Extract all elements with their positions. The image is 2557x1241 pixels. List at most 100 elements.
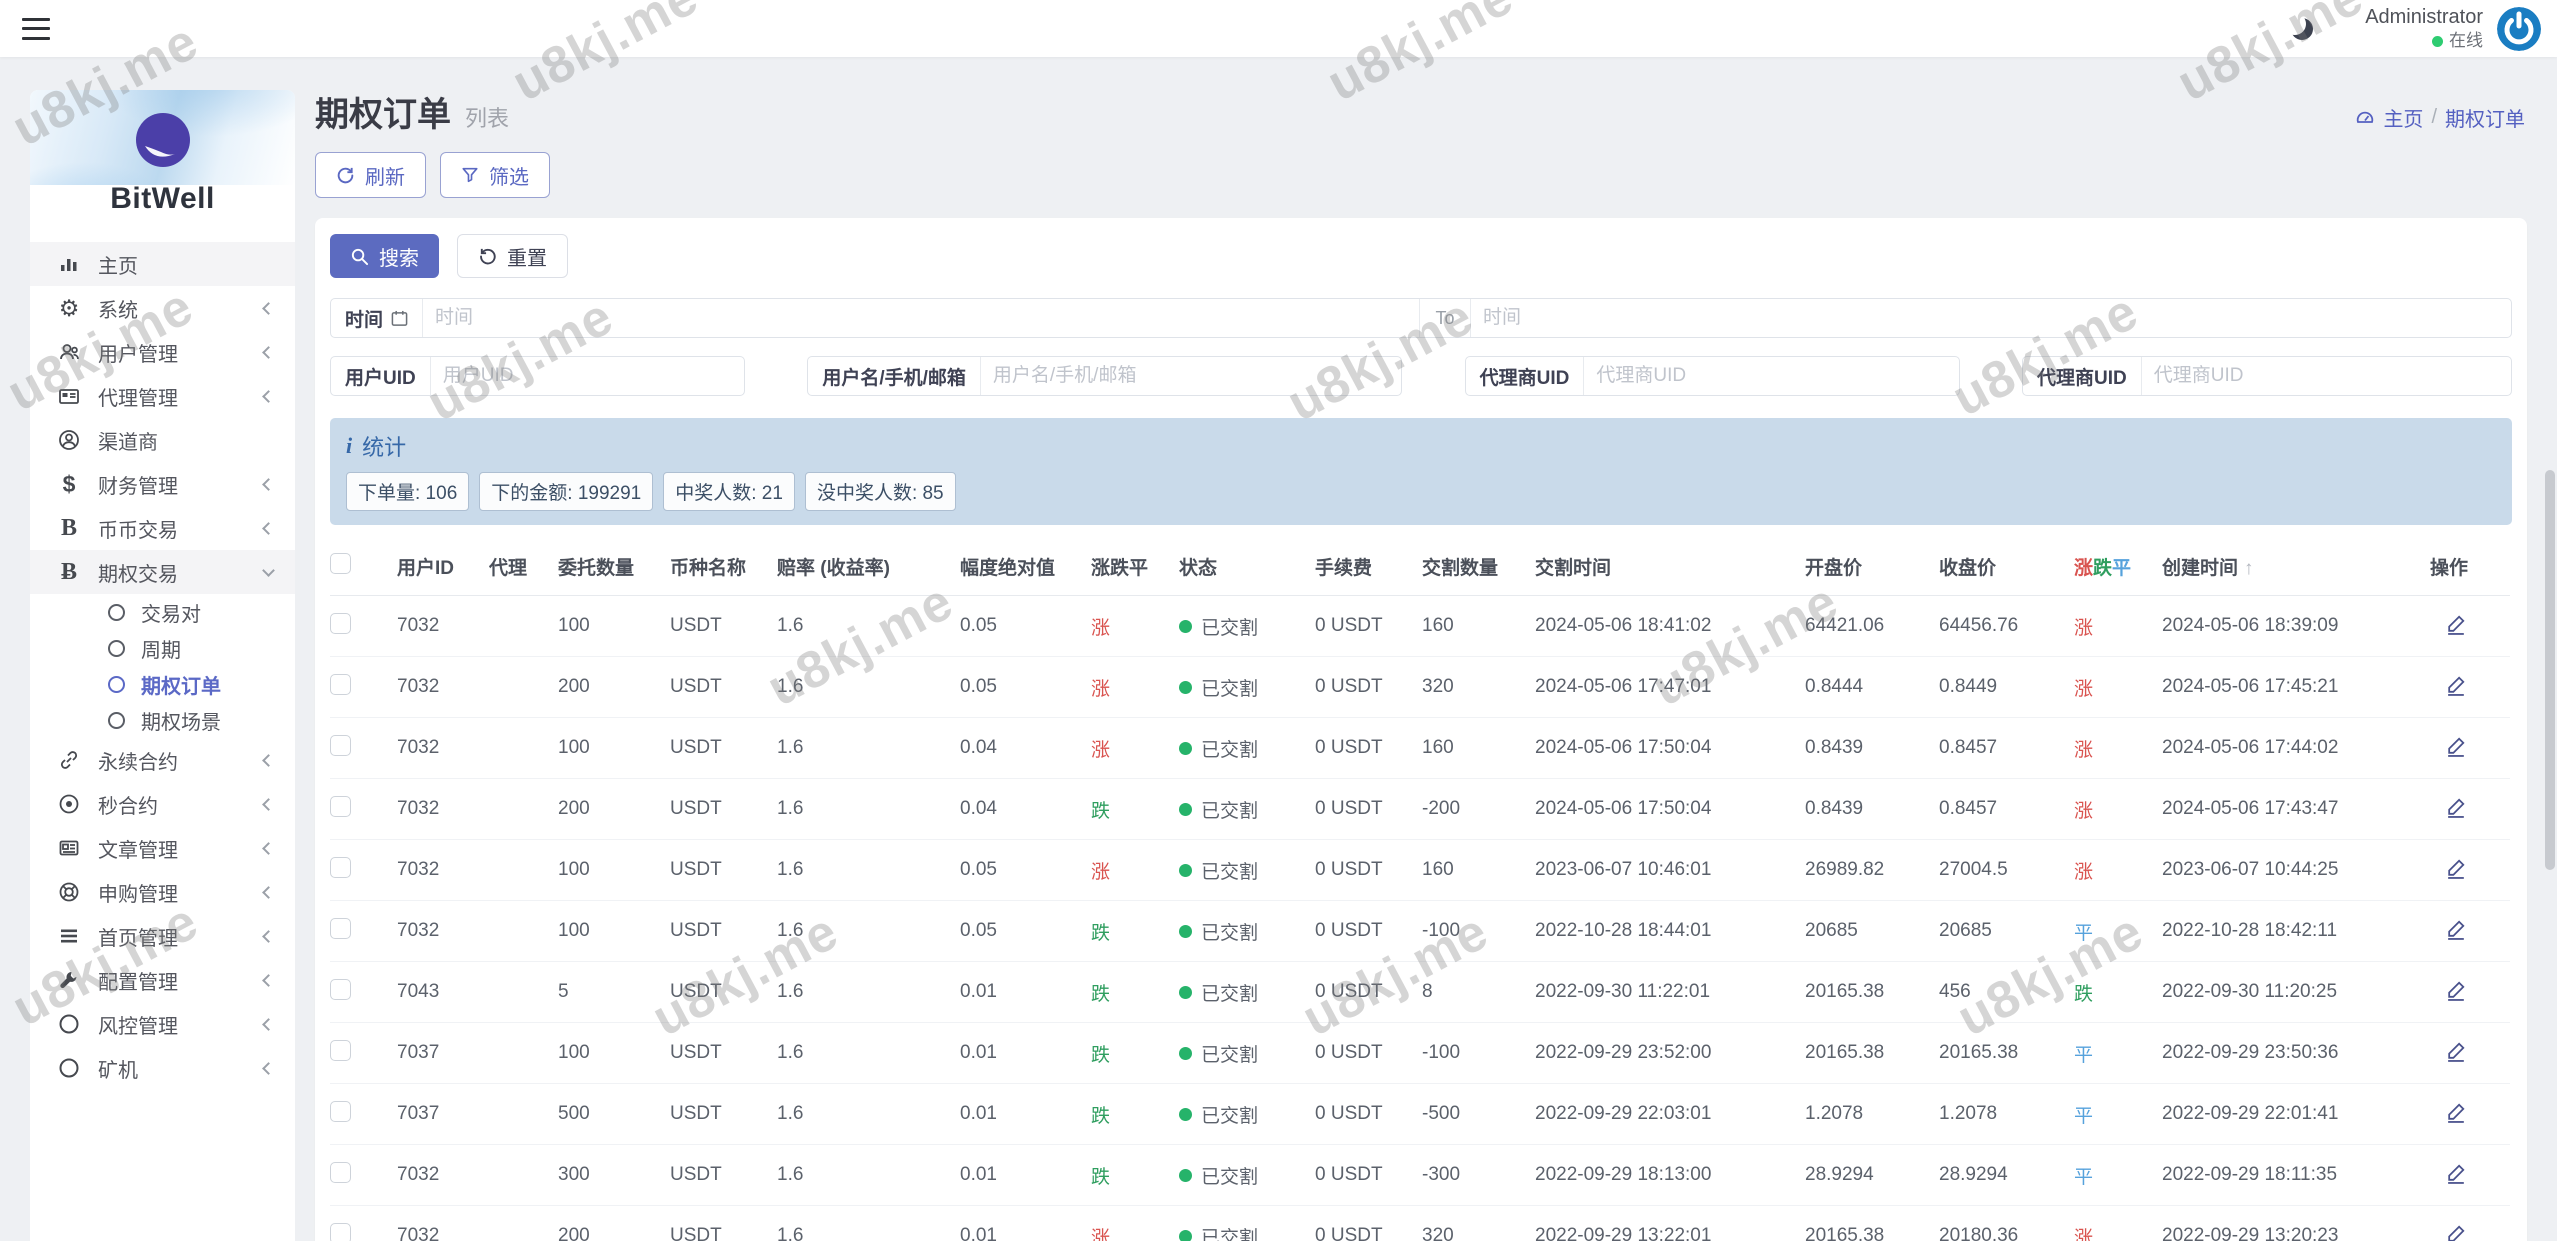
row-checkbox[interactable] bbox=[330, 735, 351, 756]
sidebar-item-期权交易[interactable]: Ƀ期权交易 bbox=[30, 550, 295, 594]
status-text: 已交割 bbox=[1201, 1162, 1258, 1189]
chevron-left-icon bbox=[262, 974, 275, 987]
row-checkbox[interactable] bbox=[330, 1162, 351, 1183]
cell-user-id: 7037 bbox=[397, 1084, 489, 1145]
cell-checkbox bbox=[330, 596, 397, 657]
avatar[interactable] bbox=[2497, 7, 2541, 51]
cell-fee: 0 USDT bbox=[1315, 718, 1422, 779]
user-menu[interactable]: Administrator 在线 bbox=[2365, 5, 2483, 51]
row-checkbox[interactable] bbox=[330, 1040, 351, 1061]
user-status: 在线 bbox=[2365, 30, 2483, 51]
breadcrumb-current[interactable]: 期权订单 bbox=[2445, 103, 2525, 132]
scrollbar-thumb[interactable] bbox=[2545, 470, 2555, 870]
sidebar-item-主页[interactable]: 主页 bbox=[30, 242, 295, 286]
cell-fee: 0 USDT bbox=[1315, 1023, 1422, 1084]
edit-icon[interactable] bbox=[2445, 1222, 2468, 1241]
sidebar-item-渠道商[interactable]: 渠道商 bbox=[30, 418, 295, 462]
edit-icon[interactable] bbox=[2445, 734, 2468, 763]
edit-icon[interactable] bbox=[2445, 1161, 2468, 1190]
search-icon bbox=[350, 247, 369, 266]
cell-status: 已交割 bbox=[1179, 596, 1315, 657]
cell-direction: 涨 bbox=[1091, 1206, 1179, 1241]
user-uid-label: 用户UID bbox=[331, 357, 431, 395]
cell-fee: 0 USDT bbox=[1315, 901, 1422, 962]
row-checkbox[interactable] bbox=[330, 857, 351, 878]
sidebar-item-秒合约[interactable]: 秒合约 bbox=[30, 782, 295, 826]
column-header-创建时间-14[interactable]: 创建时间↑ bbox=[2162, 539, 2428, 596]
time-from-input[interactable] bbox=[423, 299, 1419, 337]
submenu-item-周期[interactable]: 周期 bbox=[30, 630, 295, 666]
cell-result: 涨 bbox=[2074, 657, 2162, 718]
cell-result: 涨 bbox=[2074, 840, 2162, 901]
row-checkbox[interactable] bbox=[330, 1223, 351, 1241]
filter-button[interactable]: 筛选 bbox=[440, 152, 550, 198]
edit-icon[interactable] bbox=[2445, 917, 2468, 946]
sidebar-item-label: 秒合约 bbox=[98, 790, 158, 819]
row-checkbox[interactable] bbox=[330, 918, 351, 939]
cell-result: 涨 bbox=[2074, 596, 2162, 657]
cell-direction: 涨 bbox=[1091, 840, 1179, 901]
sidebar-item-系统[interactable]: ⚙系统 bbox=[30, 286, 295, 330]
edit-icon[interactable] bbox=[2445, 856, 2468, 885]
user-account-input[interactable] bbox=[981, 357, 1401, 395]
sidebar-item-代理管理[interactable]: 代理管理 bbox=[30, 374, 295, 418]
sidebar-item-币币交易[interactable]: B币币交易 bbox=[30, 506, 295, 550]
edit-icon[interactable] bbox=[2445, 1100, 2468, 1129]
cell-close-price: 64456.76 bbox=[1939, 596, 2074, 657]
agent-uid-input-2[interactable] bbox=[2142, 357, 2511, 395]
edit-icon[interactable] bbox=[2445, 978, 2468, 1007]
sidebar-item-label: 主页 bbox=[98, 250, 138, 279]
search-button[interactable]: 搜索 bbox=[330, 234, 439, 278]
sidebar-item-配置管理[interactable]: 配置管理 bbox=[30, 958, 295, 1002]
user-uid-input[interactable] bbox=[431, 357, 744, 395]
time-to-input[interactable] bbox=[1471, 299, 2511, 337]
edit-icon[interactable] bbox=[2445, 612, 2468, 641]
sidebar-item-矿机[interactable]: 矿机 bbox=[30, 1046, 295, 1090]
cell-range: 0.01 bbox=[960, 1206, 1091, 1241]
cell-fee: 0 USDT bbox=[1315, 1145, 1422, 1206]
row-checkbox[interactable] bbox=[330, 674, 351, 695]
radio-circle-icon bbox=[108, 640, 125, 657]
cell-close-price: 20165.38 bbox=[1939, 1023, 2074, 1084]
cell-created-time: 2024-05-06 17:43:47 bbox=[2162, 779, 2428, 840]
cell-direction: 涨 bbox=[1091, 657, 1179, 718]
cell-result: 平 bbox=[2074, 1084, 2162, 1145]
select-all-checkbox[interactable] bbox=[330, 553, 351, 574]
row-checkbox[interactable] bbox=[330, 979, 351, 1000]
cell-created-time: 2024-05-06 17:45:21 bbox=[2162, 657, 2428, 718]
sidebar-item-风控管理[interactable]: 风控管理 bbox=[30, 1002, 295, 1046]
sidebar-item-财务管理[interactable]: $财务管理 bbox=[30, 462, 295, 506]
breadcrumb-home-link[interactable]: 主页 bbox=[2383, 103, 2423, 132]
cell-user-id: 7032 bbox=[397, 657, 489, 718]
edit-icon[interactable] bbox=[2445, 795, 2468, 824]
hamburger-menu-icon[interactable] bbox=[22, 18, 50, 40]
edit-icon[interactable] bbox=[2445, 1039, 2468, 1068]
column-header-交割时间-10: 交割时间 bbox=[1535, 539, 1805, 596]
sidebar-item-永续合约[interactable]: 永续合约 bbox=[30, 738, 295, 782]
cell-settle-time: 2022-09-30 11:22:01 bbox=[1535, 962, 1805, 1023]
cell-coin: USDT bbox=[670, 596, 777, 657]
agent-uid-input-1[interactable] bbox=[1584, 357, 1958, 395]
dark-mode-moon-icon[interactable] bbox=[2291, 18, 2313, 40]
refresh-button[interactable]: 刷新 bbox=[315, 152, 426, 198]
row-checkbox[interactable] bbox=[330, 613, 351, 634]
submenu-item-期权订单[interactable]: 期权订单 bbox=[30, 666, 295, 702]
edit-icon[interactable] bbox=[2445, 673, 2468, 702]
submenu-item-交易对[interactable]: 交易对 bbox=[30, 594, 295, 630]
page-title: 期权订单 bbox=[315, 87, 451, 136]
row-checkbox[interactable] bbox=[330, 796, 351, 817]
sidebar-item-申购管理[interactable]: 申购管理 bbox=[30, 870, 295, 914]
cell-status: 已交割 bbox=[1179, 718, 1315, 779]
cell-status: 已交割 bbox=[1179, 1206, 1315, 1241]
sidebar-item-label: 风控管理 bbox=[98, 1010, 178, 1039]
submenu-item-期权场景[interactable]: 期权场景 bbox=[30, 702, 295, 738]
cell-user-id: 7032 bbox=[397, 596, 489, 657]
row-checkbox[interactable] bbox=[330, 1101, 351, 1122]
column-header-涨跌平-13: 涨跌平 bbox=[2074, 539, 2162, 596]
cell-created-time: 2022-09-30 11:20:25 bbox=[2162, 962, 2428, 1023]
reset-button[interactable]: 重置 bbox=[457, 234, 568, 278]
sidebar-item-首页管理[interactable]: 首页管理 bbox=[30, 914, 295, 958]
sidebar-item-文章管理[interactable]: 文章管理 bbox=[30, 826, 295, 870]
cell-checkbox bbox=[330, 718, 397, 779]
sidebar-item-用户管理[interactable]: 用户管理 bbox=[30, 330, 295, 374]
